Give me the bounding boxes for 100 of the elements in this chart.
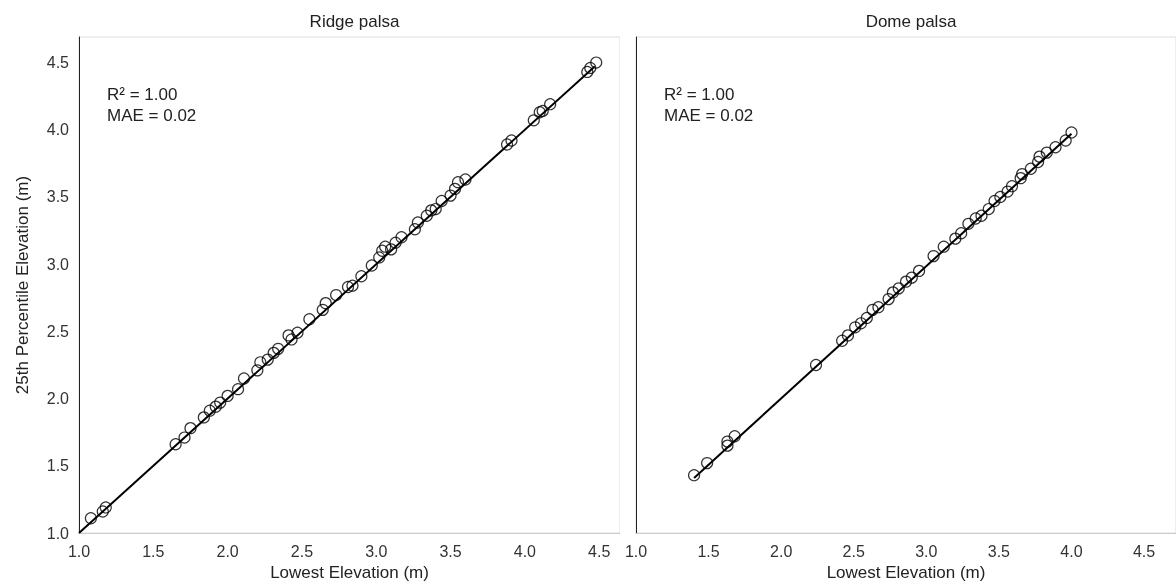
- point: [701, 457, 714, 470]
- annotation: MAE = 0.02: [107, 106, 197, 125]
- x-tick-label: 3.5: [439, 542, 462, 560]
- point: [389, 236, 402, 249]
- point: [927, 250, 940, 263]
- point: [721, 439, 734, 452]
- point: [500, 138, 514, 151]
- point: [544, 98, 557, 111]
- x-tick-label: 2.5: [290, 542, 314, 560]
- y-tick-label: 4.5: [46, 54, 70, 72]
- point: [291, 326, 304, 339]
- point: [860, 311, 873, 325]
- point: [962, 217, 975, 230]
- point: [809, 358, 823, 372]
- x-tick-label: 1.0: [624, 542, 648, 560]
- point: [937, 240, 950, 253]
- point: [214, 396, 227, 409]
- annotation: MAE = 0.02: [664, 106, 754, 125]
- point: [882, 293, 895, 306]
- point: [886, 286, 900, 299]
- annotation: R² = 1.00: [664, 85, 735, 104]
- point: [982, 202, 995, 216]
- y-tick-label: 2.5: [46, 322, 70, 340]
- point: [411, 216, 424, 229]
- x-tick-label: 4.0: [513, 542, 537, 560]
- point: [975, 209, 988, 222]
- point: [721, 435, 734, 448]
- point: [905, 271, 918, 284]
- y-tick-label: 3.0: [46, 255, 70, 273]
- point: [237, 372, 251, 385]
- point: [459, 173, 472, 186]
- y-axis-title: 25th Percentile Elevation (m): [13, 175, 32, 395]
- x-tick-label: 1.0: [67, 542, 91, 560]
- point: [385, 243, 398, 256]
- point: [178, 431, 191, 444]
- point: [346, 279, 359, 292]
- point: [420, 209, 433, 222]
- point: [395, 231, 408, 244]
- point: [184, 422, 197, 435]
- x-axis-title: Lowest Elevation (m): [270, 562, 429, 582]
- point: [505, 134, 518, 147]
- x-tick-label: 1.5: [697, 542, 720, 560]
- x-tick-label: 3.5: [987, 542, 1011, 560]
- y-tick-label: 2.0: [46, 390, 70, 408]
- chart-title: Ridge palsa: [309, 12, 400, 31]
- chart-title: Dome palsa: [865, 12, 957, 31]
- point: [1059, 134, 1072, 147]
- point: [84, 512, 97, 525]
- point: [316, 303, 329, 316]
- point: [197, 411, 210, 424]
- x-tick-label: 4.5: [1132, 542, 1156, 560]
- point: [285, 333, 298, 346]
- x-tick-label: 2.0: [216, 542, 239, 560]
- point: [169, 438, 182, 451]
- point: [994, 190, 1007, 204]
- point: [203, 404, 216, 417]
- point: [1032, 155, 1045, 169]
- point: [282, 329, 295, 342]
- point: [988, 194, 1001, 208]
- point: [254, 356, 267, 369]
- point: [448, 182, 462, 195]
- point: [728, 430, 741, 443]
- point: [969, 212, 982, 225]
- x-tick-label: 1.5: [142, 542, 165, 560]
- point: [429, 202, 442, 216]
- point: [1001, 185, 1014, 198]
- x-tick-label: 2.5: [842, 542, 865, 560]
- point: [303, 313, 316, 326]
- point: [1033, 150, 1046, 163]
- point: [365, 259, 378, 272]
- point: [1005, 180, 1019, 193]
- x-tick-label: 3.0: [365, 542, 388, 560]
- point: [330, 288, 343, 302]
- point: [841, 329, 855, 342]
- y-tick-label: 4.0: [46, 121, 70, 139]
- point: [1016, 168, 1029, 181]
- x-tick-label: 4.0: [1060, 542, 1083, 560]
- point: [435, 194, 448, 208]
- point: [341, 280, 355, 294]
- point: [1040, 146, 1053, 159]
- point: [221, 389, 234, 402]
- point: [99, 501, 112, 514]
- point: [267, 346, 280, 359]
- point: [899, 275, 913, 288]
- point: [1065, 126, 1078, 139]
- x-tick-label: 2.0: [770, 542, 793, 560]
- annotation: R² = 1.00: [107, 85, 178, 104]
- point: [836, 334, 849, 347]
- point: [408, 223, 421, 236]
- point: [261, 353, 274, 366]
- point: [849, 321, 862, 334]
- y-tick-label: 1.0: [46, 524, 70, 542]
- point: [231, 383, 245, 396]
- x-tick-label: 4.5: [588, 542, 611, 560]
- point: [373, 251, 386, 264]
- point: [854, 317, 868, 330]
- y-tick-label: 3.5: [46, 188, 70, 206]
- point: [425, 204, 438, 217]
- point: [451, 176, 465, 189]
- point: [272, 342, 285, 355]
